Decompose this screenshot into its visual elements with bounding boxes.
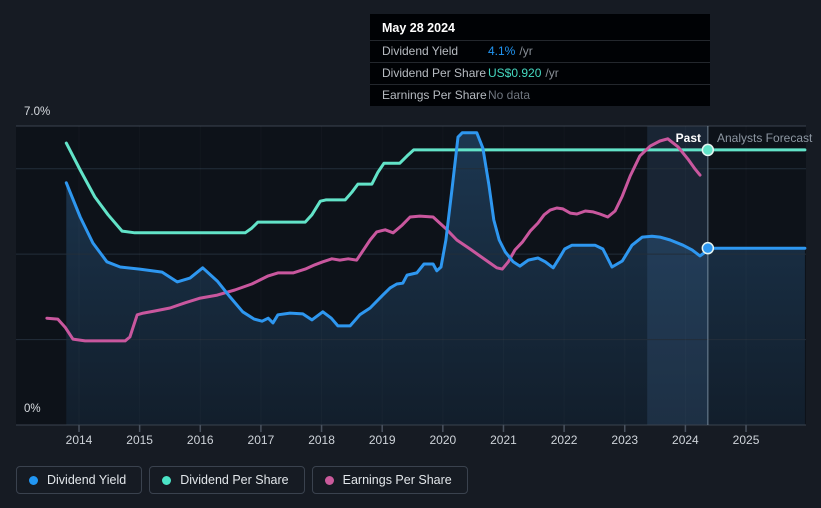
y-axis-label-max: 7.0% xyxy=(24,106,51,118)
x-axis-tick-label: 2020 xyxy=(429,433,457,447)
tooltip-label: Earnings Per Share xyxy=(382,88,487,102)
dividend-per-share-dot-icon xyxy=(162,475,172,485)
chart-tooltip: May 28 2024 Dividend Yield 4.1% /yr Divi… xyxy=(370,14,710,106)
x-axis: 2014 2015 2016 2017 2018 2019 2020 2021 2022 2023… xyxy=(0,433,821,451)
tooltip-value: US$0.920 xyxy=(488,66,542,80)
legend-label: Earnings Per Share xyxy=(342,473,452,487)
legend: Dividend Yield Dividend Per Share Earnin… xyxy=(16,466,468,494)
past-label: Past xyxy=(675,131,701,145)
tooltip-label: Dividend Yield xyxy=(382,44,459,58)
legend-item-dividend-yield[interactable]: Dividend Yield xyxy=(16,466,143,494)
legend-item-earnings-per-share[interactable]: Earnings Per Share xyxy=(311,466,468,494)
x-axis-tick-label: 2025 xyxy=(732,433,760,447)
x-axis-tick-label: 2022 xyxy=(550,433,578,447)
analysts-forecast-label: Analysts Forecast xyxy=(717,131,813,145)
x-axis-tick-label: 2019 xyxy=(368,433,396,447)
x-axis-tick-label: 2014 xyxy=(65,433,93,447)
x-axis-tick-label: 2018 xyxy=(308,433,335,447)
tooltip-unit: /yr xyxy=(545,66,559,80)
x-axis-tick-label: 2024 xyxy=(672,433,699,447)
dividend-yield-dot-icon xyxy=(29,475,38,485)
tooltip-date: May 28 2024 xyxy=(382,21,455,35)
tooltip-label: Dividend Per Share xyxy=(382,66,487,80)
x-axis-tick-label: 2015 xyxy=(126,433,153,447)
x-axis-tick-label: 2016 xyxy=(186,433,214,447)
legend-label: Dividend Per Share xyxy=(180,473,289,487)
earnings-per-share-dot-icon xyxy=(324,475,334,485)
tooltip-row-earnings-per-share: Earnings Per Share No data xyxy=(370,84,710,106)
x-axis-tick-label: 2017 xyxy=(247,433,275,447)
legend-label: Dividend Yield xyxy=(47,473,127,487)
legend-item-dividend-per-share[interactable]: Dividend Per Share xyxy=(149,466,305,494)
x-axis-tick-label: 2021 xyxy=(490,433,517,447)
y-axis-label-min: 0% xyxy=(24,403,41,415)
tooltip-value: No data xyxy=(488,88,531,102)
tooltip-unit: /yr xyxy=(519,44,533,58)
x-axis-tick-label: 2023 xyxy=(611,433,639,447)
tooltip-row-dividend-yield: Dividend Yield 4.1% /yr xyxy=(370,40,710,62)
tooltip-value: 4.1% xyxy=(488,44,516,58)
tooltip-row-dividend-per-share: Dividend Per Share US$0.920 /yr xyxy=(370,62,710,84)
